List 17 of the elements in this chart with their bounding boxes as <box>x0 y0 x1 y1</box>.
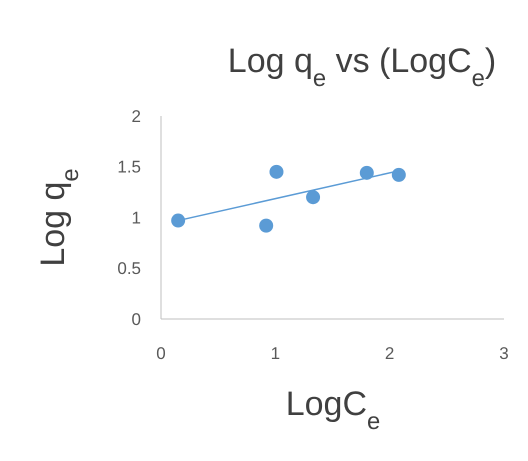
y-tick-label: 1 <box>132 208 141 228</box>
y-tick-label: 2 <box>132 106 141 126</box>
point <box>259 218 274 233</box>
point <box>269 164 284 179</box>
x-tick-label: 3 <box>499 344 509 363</box>
x-tick-label: 1 <box>270 344 280 363</box>
point <box>171 214 186 228</box>
point <box>392 168 406 182</box>
point <box>360 166 374 180</box>
x-tick-label: 2 <box>384 344 394 363</box>
point <box>306 190 320 204</box>
y-tick-label: 0 <box>132 310 141 329</box>
y-tick-label: 0.5 <box>117 259 141 278</box>
x-axis-title: LogC$_{e}$ <box>286 385 380 434</box>
x-tick-label: 0 <box>156 344 166 363</box>
chart-title: Log q$_{e}$ vs (LogC$_{e}$) <box>228 42 496 92</box>
y-tick-label: 1.5 <box>117 158 141 177</box>
